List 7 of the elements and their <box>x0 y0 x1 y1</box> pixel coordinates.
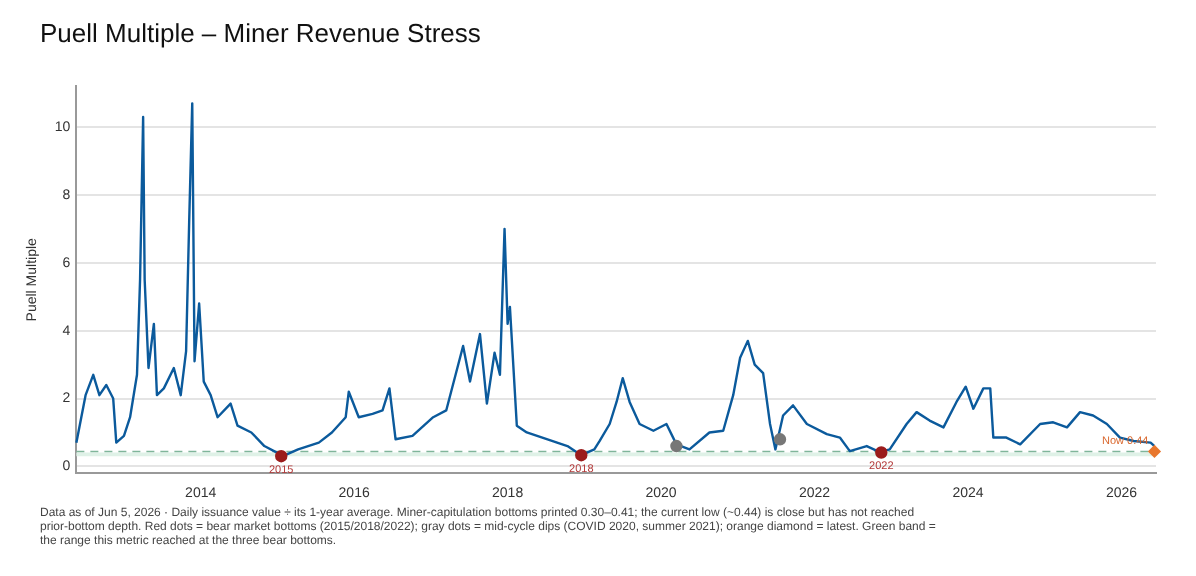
chart-title: Puell Multiple – Miner Revenue Stress <box>40 18 481 48</box>
point <box>773 433 787 446</box>
point <box>1148 445 1161 458</box>
point <box>670 439 683 453</box>
point <box>275 450 288 463</box>
point <box>575 449 588 462</box>
point <box>875 446 888 459</box>
